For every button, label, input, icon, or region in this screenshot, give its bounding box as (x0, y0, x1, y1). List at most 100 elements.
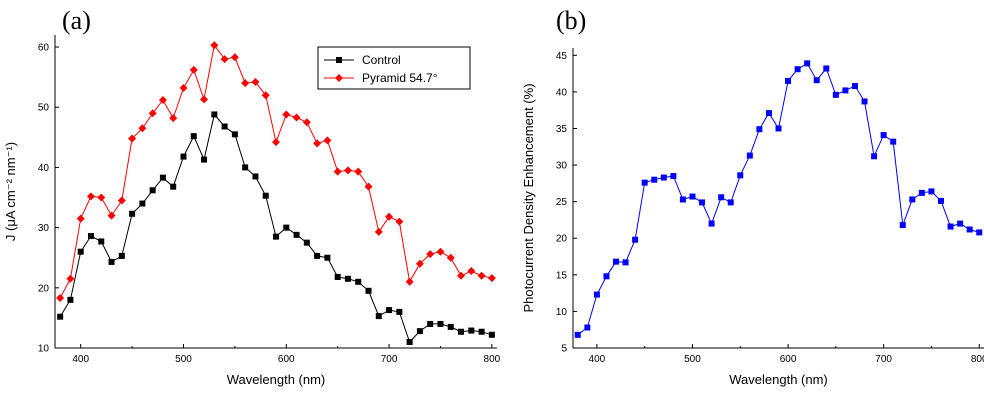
data-point-1 (282, 110, 291, 119)
data-point-0 (67, 296, 74, 303)
y-tick-label: 20 (38, 283, 50, 294)
series-line-0 (577, 62, 980, 336)
y-tick-label: 5 (561, 344, 567, 355)
data-point-0 (574, 331, 581, 338)
data-point-0 (670, 173, 677, 180)
data-point-0 (77, 248, 84, 255)
data-point-1 (364, 182, 373, 191)
data-point-1 (200, 95, 209, 104)
data-point-0 (804, 60, 811, 67)
data-point-0 (108, 258, 115, 265)
y-tick-label: 30 (556, 161, 568, 172)
data-point-1 (169, 114, 178, 123)
data-point-1 (323, 136, 332, 145)
data-point-0 (603, 273, 610, 280)
data-point-1 (467, 266, 476, 275)
data-point-1 (415, 259, 424, 268)
x-tick-label: 600 (278, 354, 295, 365)
data-point-1 (457, 271, 466, 280)
data-point-1 (148, 109, 157, 118)
data-point-1 (446, 253, 455, 262)
data-point-0 (406, 338, 413, 345)
data-point-0 (252, 173, 259, 180)
data-point-0 (775, 125, 782, 132)
data-point-0 (303, 239, 310, 246)
y-tick-label: 10 (38, 344, 50, 355)
data-point-0 (785, 77, 792, 84)
data-point-0 (947, 223, 954, 230)
data-point-0 (641, 179, 648, 186)
data-point-1 (395, 217, 404, 226)
data-point-0 (283, 224, 290, 231)
y-tick-label: 60 (38, 43, 50, 54)
data-point-0 (699, 199, 706, 206)
data-point-1 (292, 113, 301, 122)
data-point-0 (689, 193, 696, 200)
data-point-0 (190, 133, 197, 140)
data-point-0 (57, 313, 64, 320)
x-axis-title: Wavelength (nm) (729, 372, 828, 387)
data-point-1 (76, 214, 85, 223)
data-point-0 (622, 259, 629, 266)
data-point-0 (727, 199, 734, 206)
data-point-0 (765, 110, 772, 117)
data-point-0 (813, 77, 820, 84)
y-tick-label: 50 (38, 103, 50, 114)
x-tick-label: 800 (484, 354, 501, 365)
x-tick-label: 800 (971, 354, 984, 365)
data-point-0 (139, 200, 146, 207)
data-point-1 (97, 193, 106, 202)
data-point-0 (231, 131, 238, 138)
y-axis-title: J (μA cm⁻² nm⁻¹) (3, 142, 18, 241)
y-axis-title: Photocurrent Density Enhancement (%) (521, 83, 536, 312)
data-point-0 (437, 320, 444, 327)
data-point-0 (314, 252, 321, 259)
data-point-0 (718, 194, 725, 201)
data-point-1 (436, 247, 445, 256)
data-point-0 (937, 197, 944, 204)
data-point-0 (928, 188, 935, 195)
x-axis-title: Wavelength (nm) (227, 372, 326, 387)
data-point-0 (447, 323, 454, 330)
y-tick-label: 10 (556, 307, 568, 318)
data-point-1 (138, 124, 147, 133)
data-point-1 (272, 138, 280, 147)
data-point-0 (324, 254, 331, 261)
data-point-1 (220, 55, 229, 64)
data-point-0 (899, 222, 906, 229)
data-point-1 (56, 294, 65, 303)
data-point-1 (302, 118, 311, 127)
data-point-1 (107, 211, 116, 220)
data-point-1 (230, 53, 239, 62)
data-point-1 (210, 41, 219, 50)
data-point-1 (354, 167, 363, 176)
data-point-1 (251, 77, 260, 86)
data-point-0 (584, 324, 591, 331)
data-point-0 (221, 123, 228, 130)
data-point-1 (179, 83, 188, 92)
y-tick-label: 25 (556, 197, 568, 208)
data-point-0 (273, 233, 279, 240)
data-point-0 (851, 83, 858, 90)
data-point-1 (158, 96, 167, 105)
data-point-0 (355, 278, 362, 285)
data-point-0 (746, 152, 753, 159)
data-point-0 (427, 320, 434, 327)
data-point-1 (487, 274, 496, 283)
data-point-0 (334, 273, 341, 280)
data-point-1 (477, 271, 486, 280)
legend-box (317, 46, 471, 90)
data-point-1 (128, 134, 137, 143)
panel-label-a: (a) (62, 6, 91, 35)
y-tick-label: 35 (556, 124, 568, 135)
data-point-0 (632, 236, 639, 243)
data-point-0 (180, 153, 187, 160)
data-point-0 (129, 210, 136, 217)
data-point-0 (87, 233, 94, 240)
data-point-0 (966, 226, 973, 233)
data-point-0 (976, 229, 983, 236)
data-point-0 (871, 153, 878, 160)
data-point-0 (201, 156, 208, 163)
data-point-0 (386, 307, 393, 314)
